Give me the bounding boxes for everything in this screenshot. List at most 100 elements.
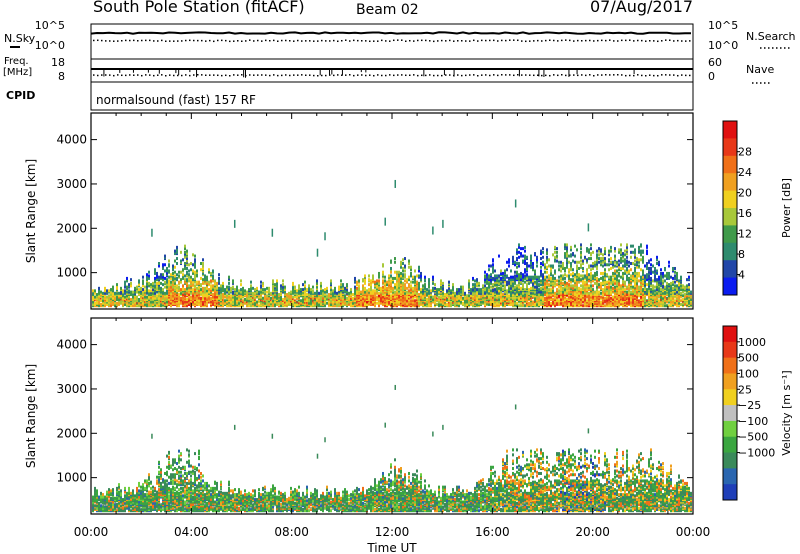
echo-cell (354, 285, 356, 289)
noise-search-dot (393, 39, 395, 42)
echo-cell (548, 288, 550, 292)
nave-dot (305, 74, 307, 76)
echo-cell (174, 265, 176, 269)
noise-search-dot (269, 39, 271, 42)
echo-cell (216, 285, 218, 289)
echo-cell (542, 283, 544, 287)
echo-cell (512, 286, 514, 290)
echo-cell (514, 285, 516, 289)
echo-cell (564, 269, 566, 273)
echo-cell (360, 290, 362, 294)
echo-cell (130, 290, 132, 294)
echo-cell (424, 293, 426, 297)
echo-cell (392, 289, 394, 293)
echo-cell (324, 290, 326, 294)
echo-cell (524, 276, 526, 280)
echo-cell (540, 290, 542, 294)
nave-dot (285, 74, 287, 76)
echo-cell (318, 304, 320, 308)
echo-cell (150, 285, 152, 289)
echo-cell (394, 304, 396, 308)
echo-cell (240, 302, 242, 306)
echo-cell (402, 266, 404, 270)
nave-dot (329, 74, 331, 76)
echo-cell (596, 253, 598, 257)
echo-cell (530, 257, 532, 261)
echo-cell (546, 293, 548, 297)
echo-cell (300, 299, 302, 303)
noise-search-dot (129, 39, 131, 42)
echo-cell (188, 263, 190, 267)
echo-cell (158, 264, 160, 268)
nave-dot (557, 74, 559, 77)
echo-cell (600, 257, 602, 261)
noise-dot (142, 297, 144, 299)
colorbar-swatch (723, 225, 737, 244)
echo-cell (598, 253, 600, 257)
echo-cell (206, 298, 208, 302)
nave-dot (409, 74, 411, 77)
echo-cell (398, 300, 400, 304)
noise-search-dot (217, 39, 219, 42)
echo-cell (224, 299, 226, 303)
echo-cell (478, 294, 480, 298)
noise-search-dot (597, 39, 599, 42)
echo-cell (218, 286, 220, 290)
echo-cell (470, 294, 472, 298)
echo-cell (438, 300, 440, 304)
echo-cell (566, 301, 568, 305)
echo-cell (600, 300, 602, 304)
nave-dot (533, 74, 535, 77)
echo-cell (364, 286, 366, 290)
noise-search-dot (437, 40, 439, 42)
nave-dot (517, 74, 519, 76)
echo-cell (396, 278, 398, 282)
echo-cell (580, 284, 582, 288)
echo-cell (448, 304, 450, 308)
echo-cell (214, 293, 216, 297)
nave-dot (429, 74, 431, 76)
echo-cell (616, 263, 618, 267)
echo-cell (574, 304, 576, 308)
echo-cell (504, 290, 506, 294)
echo-cell (486, 279, 488, 283)
echo-cell (602, 278, 604, 282)
echo-cell (212, 284, 214, 288)
echo-cell (346, 283, 348, 287)
echo-cell (486, 273, 488, 277)
echo-cell (338, 285, 340, 289)
colorbar-frame (722, 120, 738, 296)
echo-cell (612, 278, 614, 282)
echo-cell (198, 299, 200, 303)
freq-strip-frame (90, 58, 694, 83)
echo-cell (354, 289, 356, 293)
nave-dot (141, 74, 143, 77)
echo-cell (450, 289, 452, 293)
echo-cell (206, 275, 208, 279)
nave-label: Nave (746, 63, 774, 76)
nave-dot (361, 74, 363, 76)
echo-cell (612, 298, 614, 302)
noise-dot (120, 298, 122, 301)
echo-cell (578, 291, 580, 295)
noise-dot (322, 301, 324, 303)
echo-cell (176, 276, 178, 280)
echo-cell (428, 285, 430, 289)
echo-cell (124, 280, 126, 284)
noise-dot (174, 298, 176, 300)
noise-search-dot (549, 39, 551, 41)
echo-cell (504, 280, 506, 284)
echo-cell (400, 271, 402, 275)
echo-cell (160, 302, 162, 306)
echo-cell (612, 283, 614, 287)
echo-cell (248, 301, 250, 305)
echo-cell (520, 278, 522, 282)
echo-cell (582, 274, 584, 278)
echo-cell (544, 270, 546, 274)
echo-cell (188, 275, 190, 279)
nave-dot (341, 74, 343, 76)
echo-cell (448, 300, 450, 304)
echo-cell (310, 288, 312, 292)
noise-dot (430, 298, 432, 301)
echo-cell (176, 288, 178, 292)
